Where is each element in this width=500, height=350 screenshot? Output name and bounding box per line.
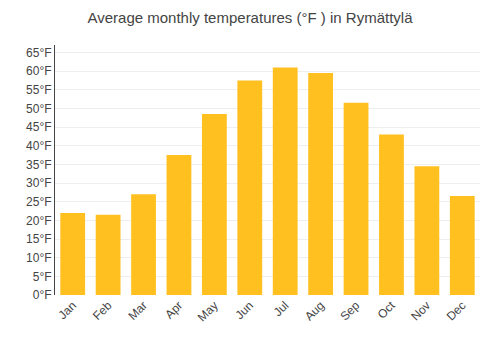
- svg-text:35°F: 35°F: [26, 158, 51, 172]
- svg-text:Sep: Sep: [337, 298, 362, 323]
- svg-text:60°F: 60°F: [26, 64, 51, 78]
- svg-text:25°F: 25°F: [26, 195, 51, 209]
- svg-text:Apr: Apr: [162, 298, 185, 321]
- svg-text:Dec: Dec: [444, 298, 469, 323]
- svg-text:10°F: 10°F: [26, 251, 51, 265]
- svg-text:50°F: 50°F: [26, 102, 51, 116]
- svg-text:15°F: 15°F: [26, 232, 51, 246]
- svg-text:Aug: Aug: [302, 298, 327, 323]
- svg-text:May: May: [195, 298, 221, 324]
- svg-text:30°F: 30°F: [26, 176, 51, 190]
- svg-text:Jun: Jun: [233, 298, 257, 322]
- svg-text:40°F: 40°F: [26, 139, 51, 153]
- svg-text:20°F: 20°F: [26, 214, 51, 228]
- svg-text:Mar: Mar: [125, 298, 150, 323]
- svg-text:Jan: Jan: [55, 298, 79, 322]
- svg-text:Nov: Nov: [408, 298, 433, 323]
- svg-text:Jul: Jul: [271, 298, 292, 319]
- svg-text:0°F: 0°F: [33, 288, 52, 302]
- svg-text:55°F: 55°F: [26, 83, 51, 97]
- svg-text:5°F: 5°F: [33, 270, 52, 284]
- svg-text:65°F: 65°F: [26, 46, 51, 60]
- svg-text:45°F: 45°F: [26, 120, 51, 134]
- svg-text:Oct: Oct: [375, 298, 399, 322]
- svg-text:Feb: Feb: [90, 298, 115, 323]
- svg-text:Average monthly temperatures (: Average monthly temperatures (°F ) in Ry…: [87, 9, 413, 26]
